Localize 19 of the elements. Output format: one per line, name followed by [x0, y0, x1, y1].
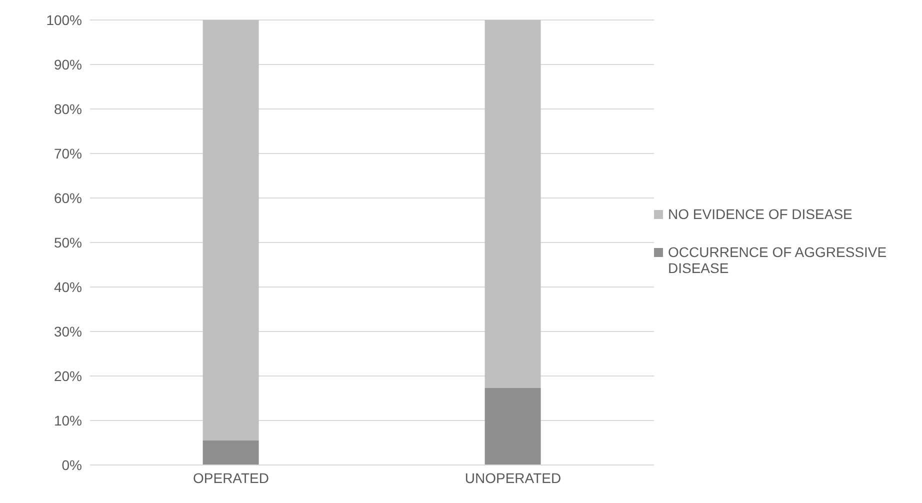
y-tick-label: 60% — [54, 190, 82, 206]
legend-label: NO EVIDENCE OF DISEASE — [668, 206, 852, 222]
bar — [484, 20, 541, 388]
legend-label: OCCURRENCE OF AGGRESSIVE DISEASE — [668, 244, 888, 276]
x-tick-label: UNOPERATED — [464, 470, 562, 486]
x-tick-label: OPERATED — [193, 470, 269, 486]
y-tick-label: 50% — [54, 234, 82, 250]
y-tick-label: 100% — [46, 12, 82, 28]
y-tick-label: 30% — [54, 323, 82, 340]
y-tick-label: 40% — [54, 278, 82, 295]
y-tick-label: 80% — [54, 100, 82, 117]
y-tick-label: 0% — [62, 456, 82, 473]
y-tick-label: 10% — [54, 412, 82, 428]
y-tick-label: 20% — [54, 368, 82, 384]
y-tick-label: 70% — [54, 145, 82, 162]
bar — [202, 20, 259, 441]
bar — [202, 440, 259, 465]
y-tick-label: 90% — [54, 56, 82, 72]
bar — [484, 388, 541, 465]
